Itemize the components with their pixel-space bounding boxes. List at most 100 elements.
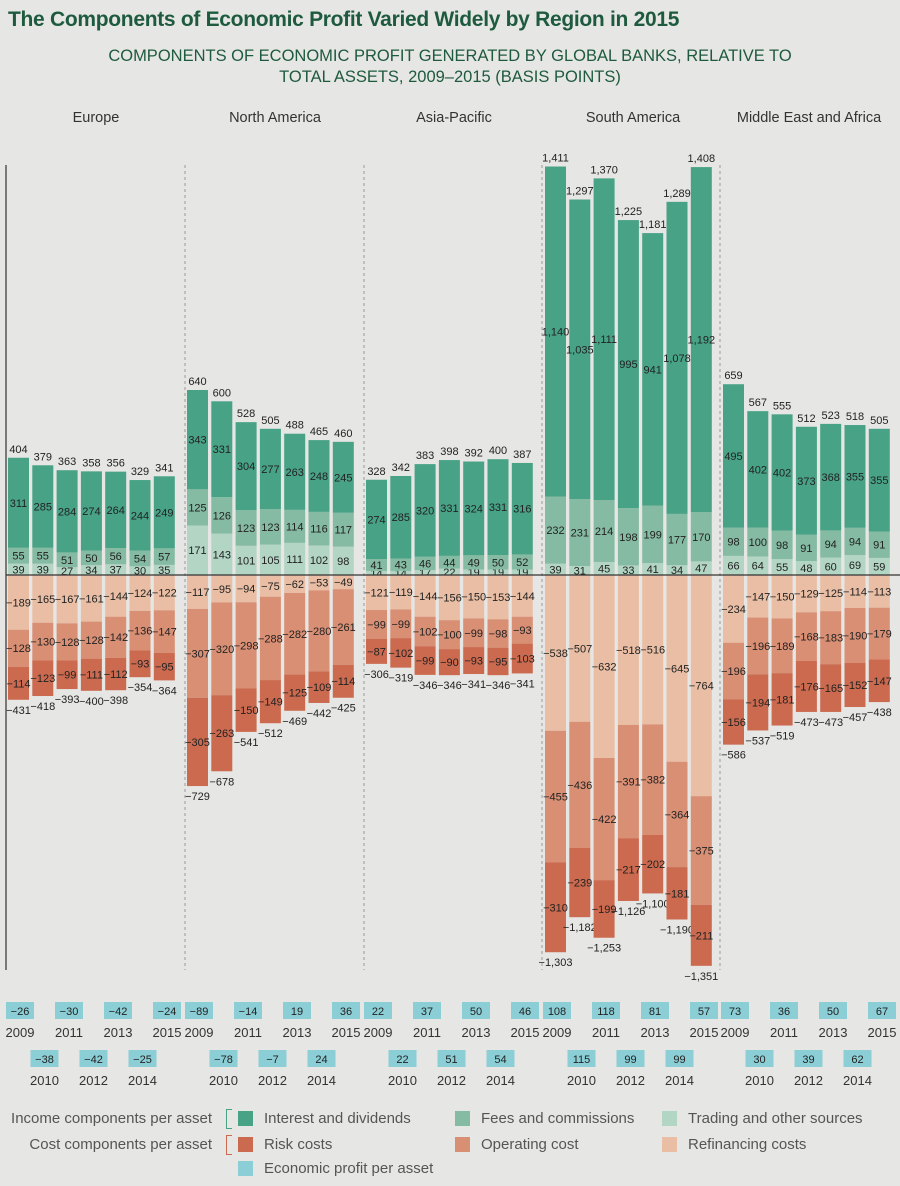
bar-segment-fees [844, 527, 866, 556]
bar-segment-operating [32, 622, 54, 661]
legend-swatch-risk [238, 1137, 253, 1152]
legend-swatch-fees [455, 1111, 470, 1126]
bar-segment-refinancing [511, 575, 533, 617]
legend-swatch-trading [662, 1111, 677, 1126]
data-label-interest: 1,140 [542, 327, 570, 339]
bar-segment-fees [80, 550, 102, 566]
data-label-operating: −98 [489, 628, 508, 640]
bar-segment-fees [771, 530, 793, 560]
bar-segment-risk [235, 688, 257, 732]
economic-profit-badge [283, 1002, 311, 1019]
data-label-trading: 33 [622, 565, 634, 577]
bar-segment-operating [463, 618, 485, 648]
data-label-operating: −422 [592, 814, 617, 826]
bar-segment-trading [844, 555, 866, 575]
bar-segment-refinancing [593, 575, 615, 758]
legend-swatch-refinancing [662, 1137, 677, 1152]
bar-segment-operating [129, 610, 151, 651]
economic-profit-value: 99 [624, 1054, 636, 1066]
bar-segment-operating [308, 590, 330, 672]
data-label-income-total: 1,297 [566, 186, 594, 198]
data-label-income-total: 1,411 [542, 153, 569, 165]
bar-segment-risk [366, 638, 387, 664]
subtitle-line-1: COMPONENTS OF ECONOMIC PROFIT GENERATED … [108, 47, 792, 65]
data-label-operating: −142 [103, 632, 128, 644]
bar-segment-interest [366, 479, 387, 560]
bar-segment-interest [820, 423, 842, 531]
data-label-risk: −109 [307, 682, 332, 694]
data-label-income-total: 518 [846, 411, 864, 423]
data-label-risk: −199 [592, 904, 617, 916]
data-label-cost-total: −354 [128, 682, 153, 694]
bar-segment-operating [414, 616, 436, 647]
legend-label-operating: Operating cost [481, 1136, 579, 1153]
economic-profit-badge [55, 1002, 83, 1019]
bar-segment-fees [153, 548, 175, 565]
data-label-trading: 34 [671, 565, 683, 577]
economic-profit-value: 62 [851, 1054, 863, 1066]
bar-segment-refinancing [8, 575, 29, 630]
data-label-cost-total: −1,253 [587, 943, 621, 955]
data-label-fees: 91 [800, 543, 812, 555]
bar-segment-operating [771, 618, 793, 674]
data-label-interest: 264 [107, 505, 125, 517]
bar-segment-interest [308, 440, 330, 512]
bar-segment-interest [844, 425, 866, 528]
bar-segment-operating [80, 621, 102, 659]
bar-segment-fees [795, 534, 817, 562]
bar-segment-operating [868, 607, 890, 660]
data-label-income-total: 392 [465, 448, 483, 460]
data-label-income-total: 659 [724, 370, 742, 382]
year-label: 2013 [641, 1025, 670, 1040]
bar-segment-fees [463, 555, 485, 570]
bar-segment-risk [463, 647, 485, 675]
income-bracket [226, 1109, 232, 1129]
data-label-trading: 34 [85, 565, 97, 577]
data-label-risk: −152 [843, 680, 868, 692]
data-label-fees: 49 [468, 557, 480, 569]
data-label-cost-total: −346 [437, 680, 462, 692]
economic-profit-value: 22 [396, 1054, 408, 1066]
data-label-refinancing: −119 [389, 587, 413, 599]
bar-segment-fees [487, 555, 509, 570]
data-label-cost-total: −1,351 [684, 971, 718, 983]
bar-segment-refinancing [666, 575, 688, 762]
data-label-refinancing: −53 [310, 578, 329, 590]
bar-segment-trading [235, 545, 257, 575]
data-label-income-total: 555 [773, 400, 791, 412]
bar-segment-refinancing [153, 575, 175, 611]
bar-segment-operating [569, 721, 591, 848]
data-label-interest: 320 [416, 505, 434, 517]
data-label-income-total: 460 [334, 428, 352, 440]
data-label-interest: 941 [644, 364, 662, 376]
data-label-cost-total: −541 [234, 737, 259, 749]
bar-segment-operating [723, 642, 744, 700]
data-label-cost-total: −398 [103, 695, 128, 707]
data-label-refinancing: −234 [721, 604, 746, 616]
economic-profit-value: −89 [190, 1006, 209, 1018]
economic-profit-badge [462, 1002, 490, 1019]
data-label-fees: 114 [286, 521, 304, 533]
data-label-cost-total: −341 [510, 678, 535, 690]
bar-segment-risk [187, 697, 208, 787]
data-label-trading: 48 [800, 563, 812, 575]
bar-segment-operating [487, 619, 509, 648]
data-label-interest: 324 [465, 503, 483, 515]
data-label-operating: −364 [665, 809, 690, 821]
data-label-income-total: 505 [870, 415, 888, 427]
data-label-refinancing: −161 [79, 593, 104, 605]
data-label-operating: −282 [282, 629, 307, 641]
data-label-income-total: 640 [188, 376, 206, 388]
bar-segment-fees [868, 531, 890, 558]
region-label: South America [586, 110, 681, 126]
bar-segment-fees [511, 554, 533, 570]
data-label-risk: −202 [640, 859, 665, 871]
bar-segment-risk [211, 695, 233, 772]
data-label-operating: −280 [307, 626, 332, 638]
bar-segment-fees [187, 489, 208, 526]
economic-profit-value: 51 [445, 1054, 457, 1066]
data-label-refinancing: −147 [745, 591, 770, 603]
data-label-income-total: 567 [749, 397, 767, 409]
economic-profit-badge [209, 1050, 238, 1067]
economic-profit-badge [128, 1050, 157, 1067]
